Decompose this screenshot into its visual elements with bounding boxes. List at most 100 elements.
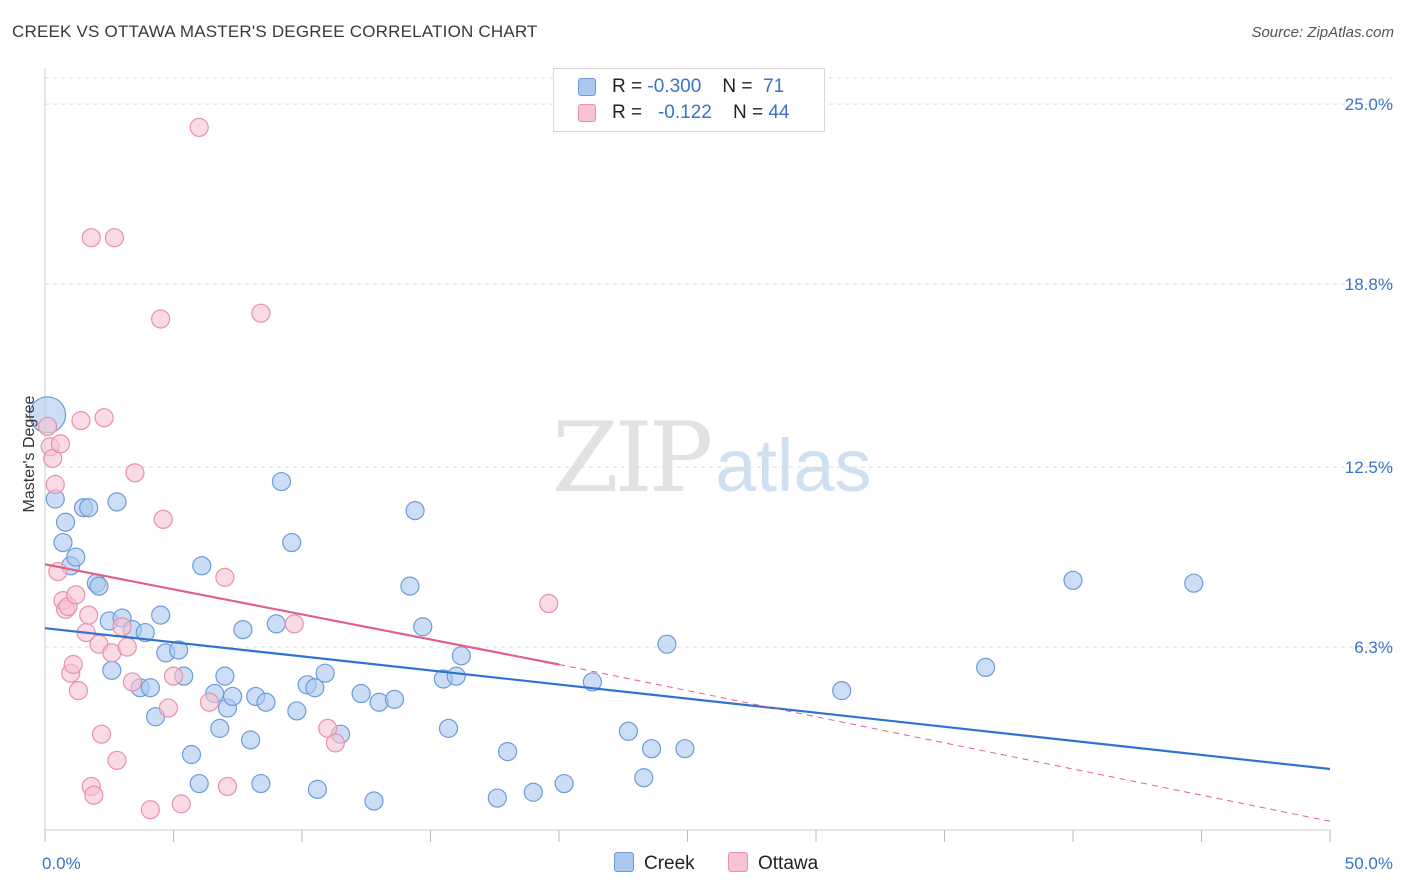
- creek-points: [28, 396, 1204, 811]
- y-tick-label: 12.5%: [1345, 458, 1393, 477]
- creek-point: [266, 614, 286, 634]
- ottawa-point: [217, 776, 238, 797]
- creek-point: [641, 739, 662, 759]
- legend-text-ottawa: R = -0.122 N = 44: [612, 102, 789, 124]
- creek-point: [233, 620, 253, 640]
- x-tick-label: 0.0%: [42, 854, 81, 873]
- r-value: -0.122: [657, 102, 712, 123]
- creek-point: [215, 666, 235, 686]
- ottawa-point: [199, 692, 220, 712]
- legend-swatch-ottawa: [578, 104, 596, 122]
- n-label: N =: [722, 76, 753, 97]
- creek-point: [675, 739, 695, 759]
- creek-point: [634, 768, 654, 788]
- ottawa-point: [189, 117, 209, 137]
- ottawa-point: [151, 309, 171, 329]
- n-value: 71: [763, 76, 785, 97]
- bottom-legend-ottawa: Ottawa: [728, 852, 818, 875]
- creek-point: [554, 773, 574, 794]
- ottawa-point: [325, 733, 346, 753]
- n-value: 44: [768, 102, 790, 123]
- ottawa-point: [94, 408, 114, 428]
- bottom-legend-swatch-creek: [614, 852, 634, 872]
- ottawa-point: [37, 416, 58, 437]
- ottawa-point: [91, 724, 112, 744]
- creek-point: [282, 532, 302, 553]
- ottawa-point: [153, 509, 173, 529]
- ottawa-point: [140, 800, 160, 820]
- ottawa-trend-line: [44, 563, 560, 666]
- ottawa-point: [539, 593, 559, 614]
- creek-point: [976, 657, 996, 678]
- bottom-legend-label-ottawa: Ottawa: [758, 853, 819, 874]
- ottawa-point: [122, 672, 142, 692]
- creek-point: [523, 782, 543, 802]
- bottom-legend-label-creek: Creek: [644, 853, 695, 874]
- creek-point: [498, 742, 518, 762]
- creek-point: [223, 686, 243, 707]
- legend-text-creek: R = -0.300 N = 71: [612, 76, 784, 98]
- watermark: ZIPatlas: [552, 402, 872, 514]
- creek-point: [618, 721, 638, 741]
- r-value: -0.300: [647, 76, 702, 97]
- creek-point: [582, 672, 603, 692]
- creek-point: [135, 622, 155, 643]
- ottawa-point: [163, 666, 184, 686]
- ottawa-point: [251, 303, 271, 323]
- creek-point: [405, 501, 425, 521]
- ottawa-point: [107, 750, 127, 770]
- creek-point: [271, 471, 292, 492]
- ottawa-point: [215, 567, 235, 587]
- ottawa-point: [158, 698, 178, 718]
- creek-point: [107, 492, 127, 512]
- bottom-legend-swatch-ottawa: [728, 852, 748, 872]
- source-label: Source: ZipAtlas.com: [1251, 24, 1394, 41]
- n-label: N =: [732, 102, 764, 123]
- watermark-atlas: atlas: [715, 424, 872, 507]
- creek-point: [66, 547, 86, 567]
- creek-point: [241, 730, 261, 750]
- y-tick-label: 18.8%: [1345, 275, 1393, 294]
- grid-lines: [45, 77, 1395, 648]
- ottawa-point: [63, 654, 83, 675]
- watermark-zip: ZIP: [552, 402, 713, 514]
- ottawa-trend-extension: [558, 664, 1331, 822]
- creek-point: [446, 666, 466, 686]
- correlation-legend: R = -0.300 N = 71 R = -0.122 N = 44: [553, 68, 825, 132]
- creek-point: [89, 576, 109, 596]
- creek-point: [451, 646, 471, 666]
- creek-point: [1063, 570, 1083, 590]
- creek-point: [351, 683, 371, 704]
- creek-point: [315, 663, 335, 683]
- creek-point: [53, 532, 73, 553]
- ottawa-point: [84, 785, 104, 805]
- ottawa-point: [68, 681, 89, 701]
- ottawa-point: [50, 434, 71, 454]
- creek-point: [55, 512, 76, 532]
- creek-point: [256, 692, 276, 712]
- creek-point: [307, 779, 328, 799]
- y-axis-title: Master's Degree: [21, 395, 38, 512]
- creek-point: [192, 556, 212, 576]
- creek-point: [140, 678, 160, 698]
- ottawa-point: [71, 411, 91, 431]
- legend-swatch-creek: [578, 78, 596, 96]
- ottawa-point: [125, 463, 145, 483]
- ottawa-point: [117, 637, 137, 657]
- chart-title: CREEK VS OTTAWA MASTER'S DEGREE CORRELAT…: [12, 22, 538, 41]
- ottawa-point: [112, 617, 132, 637]
- creek-point: [169, 640, 189, 660]
- creek-point: [210, 718, 230, 738]
- y-tick-label: 6.3%: [1354, 638, 1393, 657]
- creek-point: [364, 791, 384, 811]
- creek-point: [151, 605, 171, 625]
- creek-point: [384, 689, 405, 709]
- ottawa-points: [37, 117, 559, 820]
- trend-lines: [44, 563, 1331, 822]
- creek-point: [413, 617, 433, 637]
- creek-point: [400, 576, 420, 596]
- x-tick-label: 50.0%: [1345, 854, 1393, 873]
- ottawa-point: [45, 474, 65, 495]
- creek-point: [181, 744, 202, 765]
